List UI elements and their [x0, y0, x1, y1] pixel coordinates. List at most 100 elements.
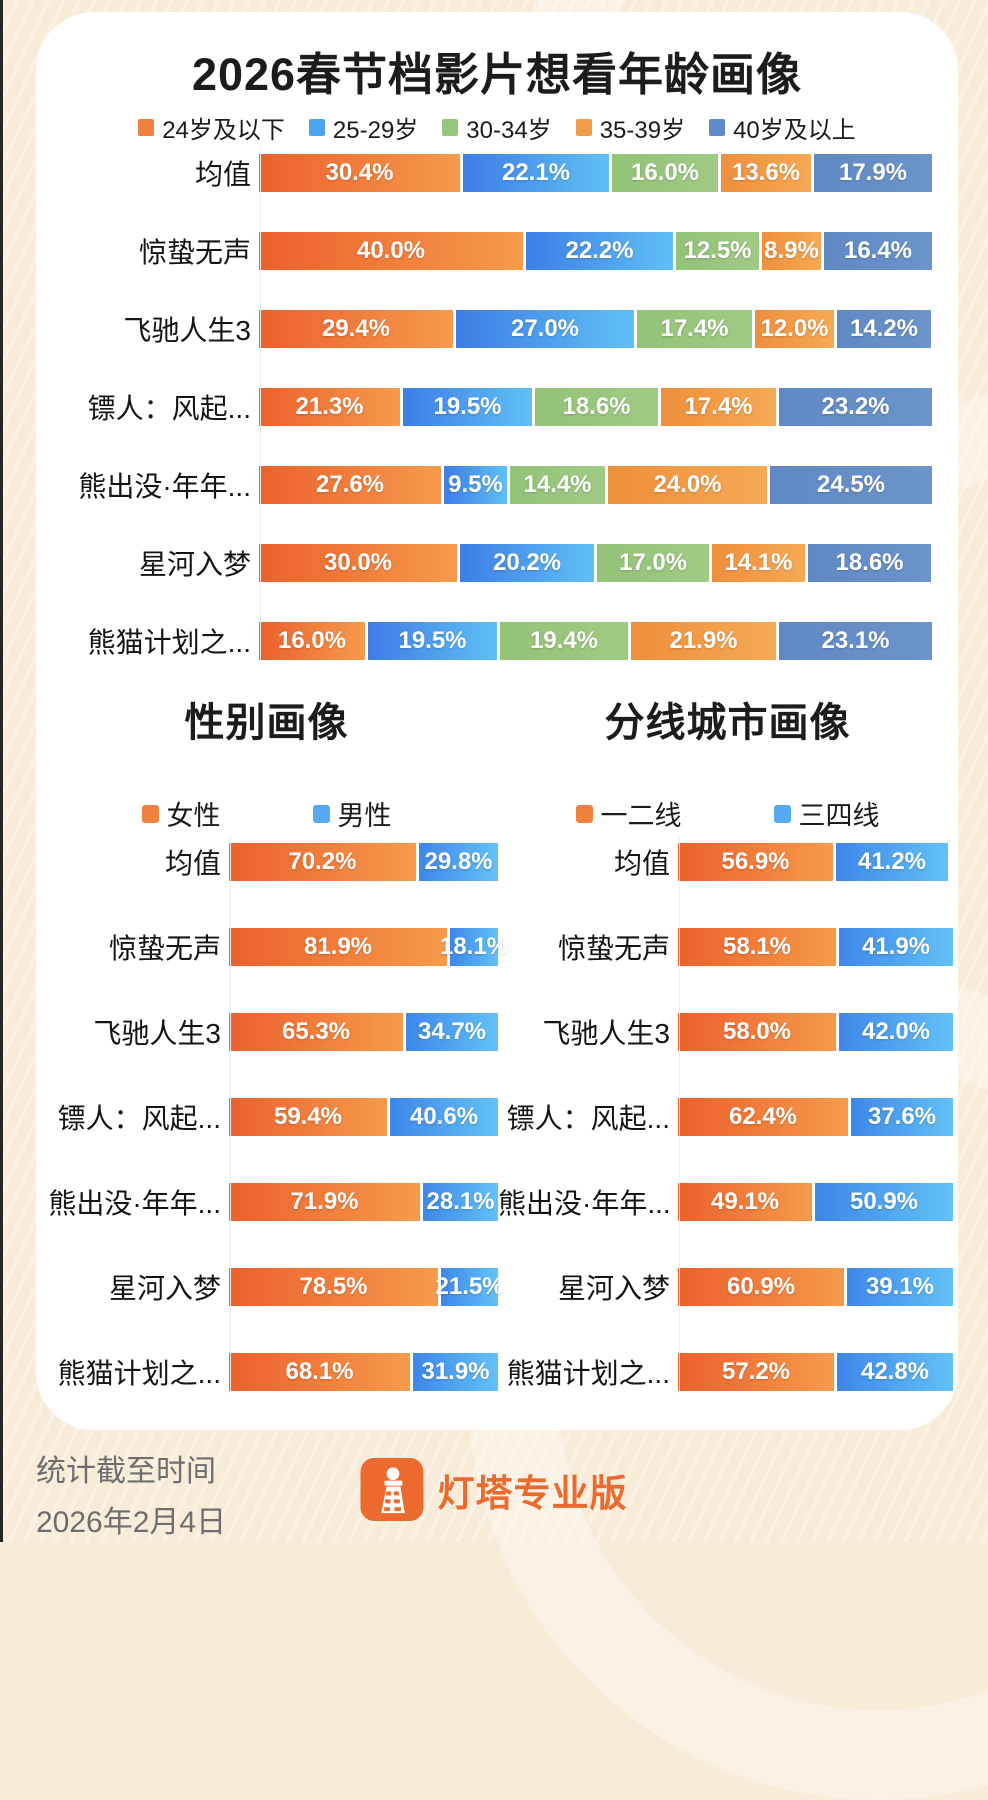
bar-segment: 60.9%	[678, 1268, 844, 1306]
stat-cutoff-label: 统计截至时间	[36, 1455, 216, 1488]
bar-value-label: 78.5%	[299, 1273, 368, 1300]
category-label: 飞驰人生3	[123, 315, 251, 346]
age-chart: 均值 30.4% 22.1% 16.0% 13.6% 17.9% 惊蛰无声 40.0% 22.2…	[36, 146, 958, 700]
bar-value-label: 30.4%	[325, 159, 394, 186]
bar-segment: 59.4%	[229, 1098, 387, 1136]
category-label: 熊猫计划之...	[57, 1358, 221, 1389]
legend-label: 35-39岁	[599, 117, 686, 144]
legend-label: 24岁及以下	[162, 117, 285, 144]
bar-segment: 23.1%	[779, 622, 932, 660]
legend-swatch	[141, 804, 159, 823]
bar-track: 40.0% 22.2% 12.5% 8.9% 16.4%	[259, 232, 932, 270]
category-label: 镖人：风起...	[57, 1103, 221, 1134]
category-label: 均值	[164, 848, 221, 879]
gender-chart-title: 性别画像	[184, 701, 349, 745]
bar-segment: 39.1%	[847, 1268, 953, 1306]
bar-track: 30.4% 22.1% 16.0% 13.6% 17.9%	[259, 154, 932, 192]
bar-segment: 14.1%	[712, 544, 805, 582]
legend-item: 30-34岁	[442, 110, 552, 145]
bar-segment: 17.9%	[814, 154, 932, 192]
bar-value-label: 18.1%	[439, 933, 509, 960]
bar-segment: 27.6%	[259, 466, 441, 504]
bar-value-label: 24.5%	[816, 471, 886, 498]
bar-segment: 57.2%	[678, 1353, 834, 1391]
bar-segment: 58.1%	[678, 928, 836, 966]
bar-value-label: 42.0%	[861, 1018, 931, 1045]
bar-value-label: 34.7%	[417, 1018, 487, 1045]
bar-row: 镖人：风起... 62.4% 37.6%	[498, 1098, 958, 1136]
legend-swatch	[575, 119, 592, 136]
category-label: 星河入梦	[557, 1273, 670, 1304]
bar-row: 均值 30.4% 22.1% 16.0% 13.6% 17.9%	[36, 154, 958, 192]
bar-track: 49.1% 50.9%	[678, 1183, 953, 1221]
bar-value-label: 21.3%	[295, 393, 364, 420]
bar-segment: 21.3%	[259, 388, 400, 426]
bar-value-label: 70.2%	[288, 848, 357, 875]
bar-value-label: 22.2%	[565, 237, 634, 264]
bar-value-label: 40.0%	[356, 237, 426, 264]
category-label: 惊蛰无声	[557, 933, 670, 964]
bar-value-label: 22.1%	[501, 159, 571, 186]
bar-segment: 22.2%	[526, 232, 673, 270]
bar-value-label: 16.4%	[843, 237, 913, 264]
bar-row: 镖人：风起... 59.4% 40.6%	[36, 1098, 498, 1136]
category-label: 惊蛰无声	[108, 933, 221, 964]
bar-value-label: 57.2%	[721, 1358, 791, 1385]
legend-label: 30-34岁	[466, 117, 552, 144]
bar-row: 均值 70.2% 29.8%	[36, 843, 498, 881]
bar-value-label: 71.9%	[290, 1188, 359, 1215]
page-title: 2026春节档影片想看年龄画像	[191, 49, 803, 100]
bar-row: 惊蛰无声 58.1% 41.9%	[498, 928, 958, 966]
legend-item: 一二线	[575, 794, 682, 833]
bar-track: 16.0% 19.5% 19.4% 21.9% 23.1%	[259, 622, 932, 660]
bar-row: 熊出没·年年... 71.9% 28.1%	[36, 1183, 498, 1221]
bar-value-label: 18.6%	[835, 549, 904, 576]
bar-segment: 81.9%	[229, 928, 447, 966]
category-label: 熊猫计划之...	[506, 1358, 670, 1389]
legend-swatch	[138, 119, 155, 136]
bar-segment: 8.9%	[762, 232, 821, 270]
bar-value-label: 31.9%	[421, 1358, 490, 1385]
gender-chart: 均值 70.2% 29.8% 惊蛰无声 81.9% 18.1% 飞驰人生3 65.3% 34.7…	[36, 837, 508, 1438]
bar-row: 星河入梦 60.9% 39.1%	[498, 1268, 958, 1306]
bar-segment: 70.2%	[229, 843, 416, 881]
legend-item: 35-39岁	[575, 110, 686, 145]
bar-value-label: 58.1%	[722, 933, 792, 960]
category-label: 熊猫计划之...	[87, 627, 251, 658]
bar-segment: 16.0%	[259, 622, 365, 660]
bar-value-label: 59.4%	[273, 1103, 343, 1130]
bar-segment: 42.0%	[839, 1013, 953, 1051]
bar-value-label: 41.9%	[861, 933, 931, 960]
bar-value-label: 14.1%	[724, 549, 793, 576]
bar-value-label: 16.0%	[630, 159, 700, 186]
bar-row: 飞驰人生3 29.4% 27.0% 17.4% 12.0% 14.2%	[36, 310, 958, 348]
bar-segment: 19.5%	[403, 388, 532, 426]
infographic-card: 2026春节档影片想看年龄画像 24岁及以下 25-29岁 30-34岁 35-39岁…	[36, 12, 958, 1430]
gender-chart-legend: 女性 男性	[36, 794, 497, 833]
bar-segment: 40.6%	[390, 1098, 498, 1136]
legend-item: 25-29岁	[308, 110, 418, 145]
bar-segment: 41.9%	[839, 928, 953, 966]
bar-segment: 24.5%	[770, 466, 932, 504]
legend-item: 24岁及以下	[138, 110, 285, 145]
legend-swatch	[575, 804, 593, 823]
legend-item: 40岁及以上	[709, 110, 856, 145]
bar-segment: 78.5%	[229, 1268, 438, 1306]
bar-value-label: 16.0%	[277, 627, 347, 654]
section-titles: 性别画像 分线城市画像	[36, 690, 958, 748]
legend-label: 40岁及以上	[733, 117, 856, 144]
bar-segment: 27.0%	[456, 310, 634, 348]
age-chart-legend: 24岁及以下 25-29岁 30-34岁 35-39岁 40岁及以上	[36, 110, 958, 145]
bar-track: 58.0% 42.0%	[678, 1013, 953, 1051]
bar-value-label: 37.6%	[867, 1103, 937, 1130]
bar-value-label: 17.9%	[838, 159, 908, 186]
bar-row: 熊出没·年年... 49.1% 50.9%	[498, 1183, 958, 1221]
legend-label: 男性	[337, 801, 392, 831]
bar-segment: 18.1%	[440, 928, 508, 966]
bar-value-label: 14.2%	[849, 315, 919, 342]
bar-segment: 12.5%	[676, 232, 759, 270]
category-label: 镖人：风起...	[506, 1103, 670, 1134]
beacon-lighthouse-icon	[360, 1458, 424, 1521]
bar-segment: 16.4%	[824, 232, 932, 270]
bar-value-label: 19.5%	[433, 393, 502, 420]
